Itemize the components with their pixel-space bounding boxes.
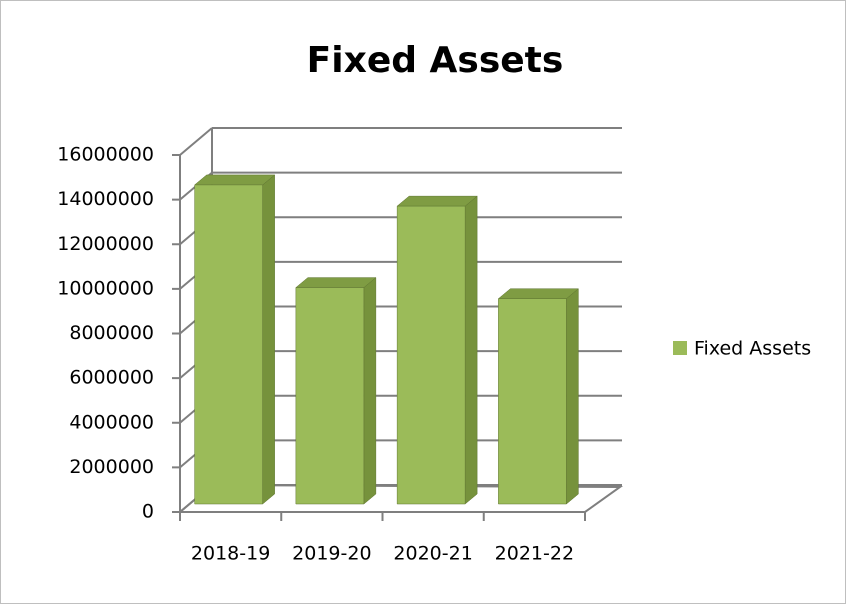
x-tick-label: 2018-19	[191, 543, 270, 565]
x-tick-label: 2019-20	[292, 543, 371, 565]
grid-line	[179, 127, 213, 156]
legend-label: Fixed Assets	[694, 338, 811, 360]
y-tick-label: 4000000	[69, 411, 154, 433]
bar-side	[464, 195, 478, 505]
bar-front	[396, 205, 466, 505]
bar-side	[363, 277, 377, 505]
bar	[193, 174, 276, 505]
y-tick-label: 2000000	[69, 456, 154, 478]
bar-side	[566, 288, 579, 505]
bar-top	[193, 174, 276, 186]
legend-swatch	[673, 341, 687, 355]
bar	[497, 288, 580, 505]
bar-top	[396, 195, 478, 207]
bar-front	[498, 298, 567, 505]
y-tick-label: 0	[142, 501, 154, 523]
bar-front	[295, 287, 365, 505]
chart-title: Fixed Assets	[307, 40, 564, 81]
bar-top	[295, 277, 377, 288]
y-tick-label: 16000000	[57, 144, 154, 166]
y-tick-label: 14000000	[57, 188, 154, 210]
x-tick-label: 2020-21	[393, 543, 472, 565]
bar	[396, 195, 478, 505]
y-tick-label: 12000000	[57, 233, 154, 255]
y-tick-label: 10000000	[57, 277, 154, 299]
x-tick-label: 2021-22	[495, 543, 574, 565]
bar-side	[262, 174, 275, 505]
y-tick-label: 8000000	[69, 322, 154, 344]
bar-front	[194, 184, 263, 505]
bar	[295, 277, 377, 505]
y-tick-label: 6000000	[69, 367, 154, 389]
bar-top	[497, 288, 580, 299]
